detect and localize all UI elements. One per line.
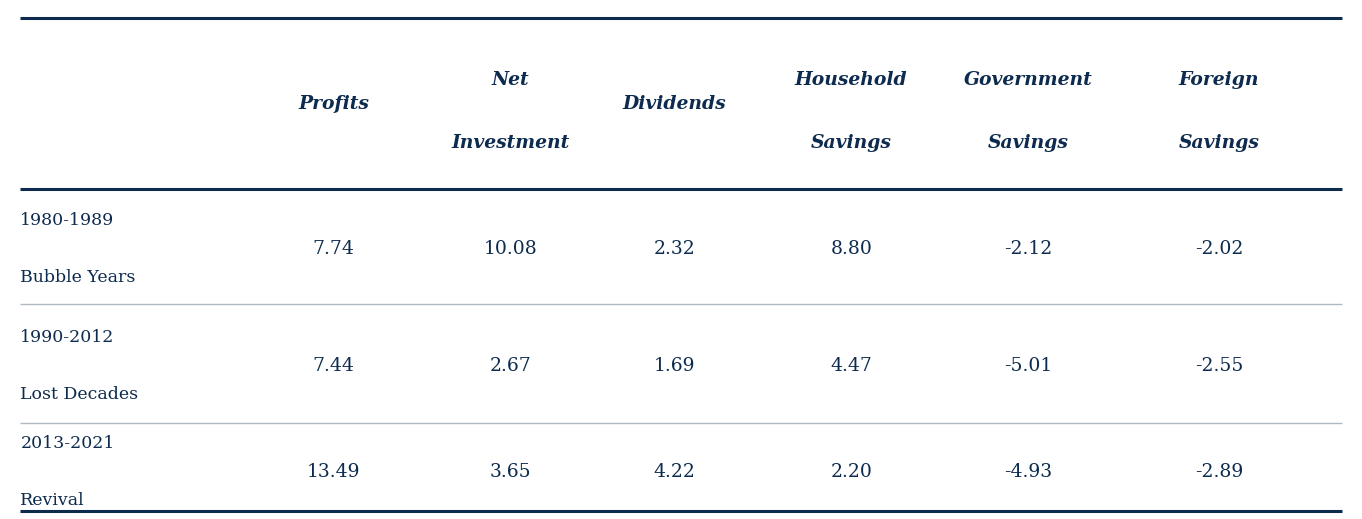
Text: 1980-1989: 1980-1989 bbox=[20, 212, 114, 229]
Text: 4.22: 4.22 bbox=[654, 463, 695, 481]
Text: Net: Net bbox=[492, 72, 530, 89]
Text: Savings: Savings bbox=[1178, 134, 1260, 152]
Text: Investment: Investment bbox=[452, 134, 569, 152]
Text: 8.80: 8.80 bbox=[831, 240, 872, 258]
Text: 1990-2012: 1990-2012 bbox=[20, 329, 114, 346]
Text: -5.01: -5.01 bbox=[1004, 357, 1053, 375]
Text: Savings: Savings bbox=[810, 134, 892, 152]
Text: 10.08: 10.08 bbox=[484, 240, 538, 258]
Text: -2.02: -2.02 bbox=[1194, 240, 1244, 258]
Text: Household: Household bbox=[795, 72, 907, 89]
Text: -2.89: -2.89 bbox=[1194, 463, 1244, 481]
Text: 1.69: 1.69 bbox=[654, 357, 695, 375]
Text: 4.47: 4.47 bbox=[831, 357, 872, 375]
Text: Bubble Years: Bubble Years bbox=[20, 269, 136, 286]
Text: 3.65: 3.65 bbox=[490, 463, 531, 481]
Text: Profits: Profits bbox=[298, 95, 369, 113]
Text: 7.44: 7.44 bbox=[313, 357, 354, 375]
Text: Dividends: Dividends bbox=[622, 95, 726, 113]
Text: Government: Government bbox=[964, 72, 1092, 89]
Text: 7.74: 7.74 bbox=[313, 240, 354, 258]
Text: -2.55: -2.55 bbox=[1194, 357, 1244, 375]
Text: 2.67: 2.67 bbox=[490, 357, 531, 375]
Text: Foreign: Foreign bbox=[1178, 72, 1260, 89]
Text: 13.49: 13.49 bbox=[306, 463, 361, 481]
Text: 2.32: 2.32 bbox=[654, 240, 695, 258]
Text: -4.93: -4.93 bbox=[1004, 463, 1053, 481]
Text: 2013-2021: 2013-2021 bbox=[20, 435, 114, 452]
Text: Revival: Revival bbox=[20, 493, 84, 509]
Text: 2.20: 2.20 bbox=[831, 463, 872, 481]
Text: Lost Decades: Lost Decades bbox=[20, 386, 139, 403]
Text: -2.12: -2.12 bbox=[1004, 240, 1053, 258]
Text: Savings: Savings bbox=[987, 134, 1069, 152]
